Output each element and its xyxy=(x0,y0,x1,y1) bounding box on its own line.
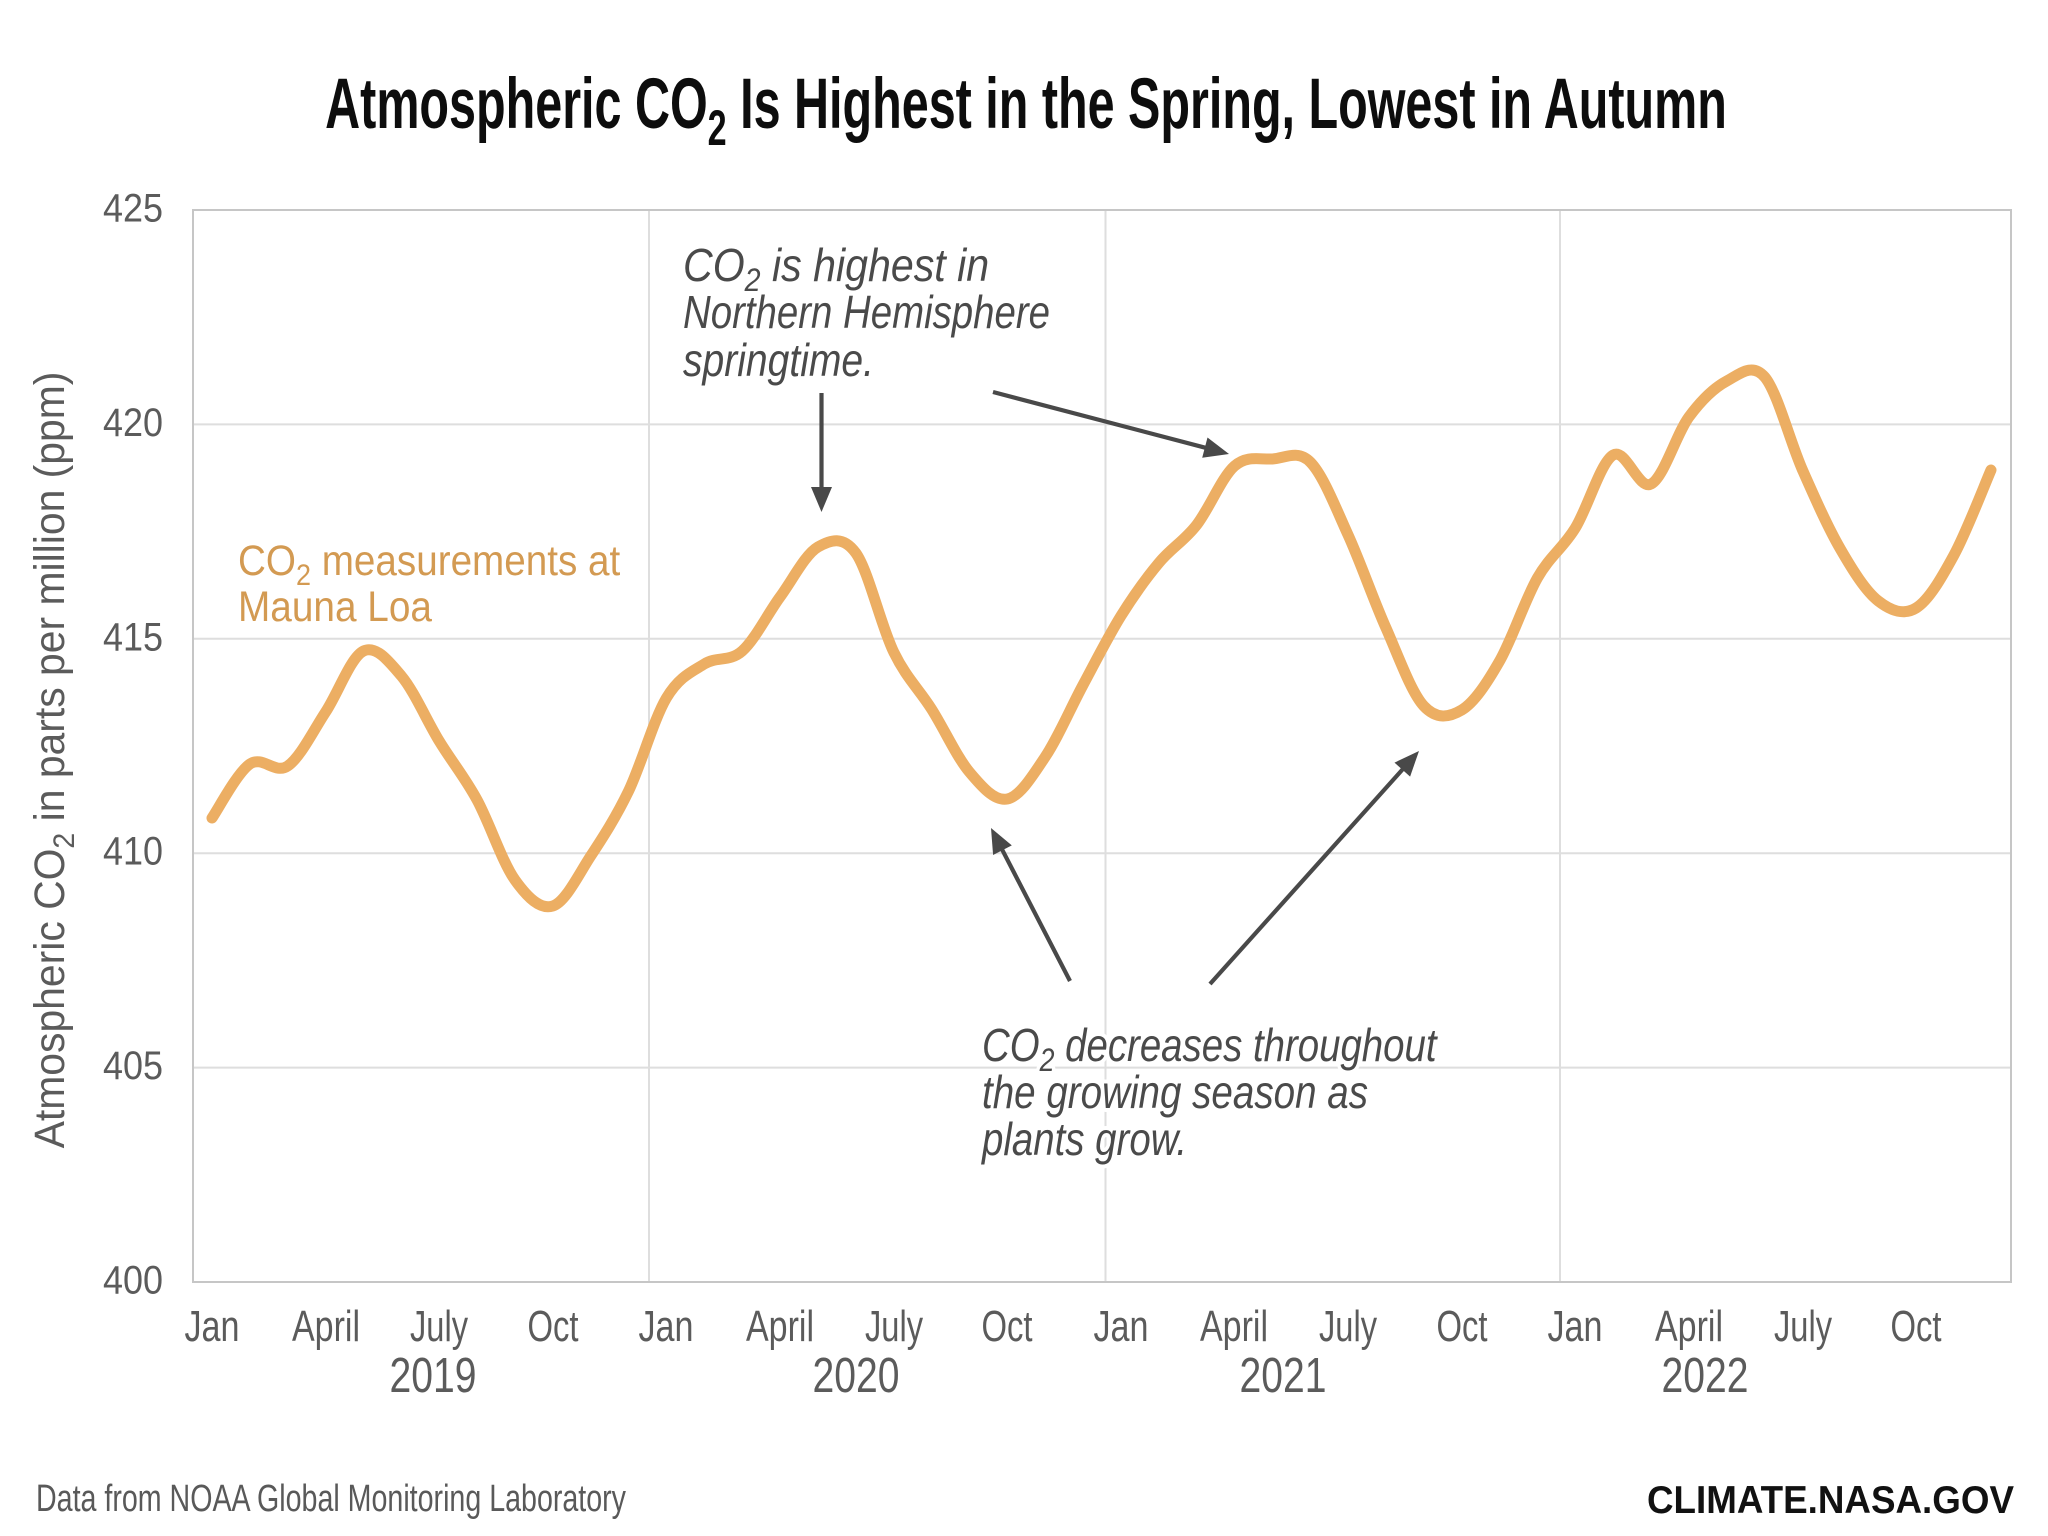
svg-text:April: April xyxy=(746,1302,814,1351)
svg-text:420: 420 xyxy=(103,401,163,445)
svg-text:Jan: Jan xyxy=(1094,1302,1149,1351)
svg-text:425: 425 xyxy=(103,187,163,231)
svg-text:Oct: Oct xyxy=(1437,1302,1488,1351)
svg-text:springtime.: springtime. xyxy=(683,334,874,386)
svg-text:July: July xyxy=(1774,1302,1832,1351)
svg-text:Jan: Jan xyxy=(639,1302,694,1351)
svg-text:Jan: Jan xyxy=(185,1302,240,1351)
svg-text:2022: 2022 xyxy=(1662,1349,1749,1403)
svg-text:400: 400 xyxy=(103,1259,163,1303)
svg-text:July: July xyxy=(865,1302,923,1351)
svg-text:CO2 is highest in: CO2 is highest in xyxy=(683,241,989,298)
svg-text:CO2 measurements at: CO2 measurements at xyxy=(238,536,621,592)
svg-text:July: July xyxy=(410,1302,468,1351)
svg-text:the growing season as: the growing season as xyxy=(982,1066,1368,1118)
svg-text:Atmospheric CO2 Is Highest in: Atmospheric CO2 Is Highest in the Spring… xyxy=(325,64,1727,157)
svg-text:Northern Hemisphere: Northern Hemisphere xyxy=(683,286,1050,338)
svg-text:CLIMATE.NASA.GOV: CLIMATE.NASA.GOV xyxy=(1647,1479,2014,1522)
svg-text:April: April xyxy=(1655,1302,1723,1351)
svg-text:Oct: Oct xyxy=(982,1302,1033,1351)
svg-text:Oct: Oct xyxy=(528,1302,579,1351)
svg-text:2019: 2019 xyxy=(390,1349,477,1403)
svg-text:Data from NOAA Global Monitori: Data from NOAA Global Monitoring Laborat… xyxy=(36,1478,626,1520)
svg-text:405: 405 xyxy=(103,1044,163,1088)
svg-text:415: 415 xyxy=(103,615,163,659)
svg-text:Mauna Loa: Mauna Loa xyxy=(238,583,432,631)
svg-text:2021: 2021 xyxy=(1240,1349,1327,1403)
svg-text:Jan: Jan xyxy=(1548,1302,1603,1351)
svg-text:plants grow.: plants grow. xyxy=(980,1113,1187,1165)
svg-text:410: 410 xyxy=(103,830,163,874)
svg-text:2020: 2020 xyxy=(813,1349,900,1403)
svg-text:Oct: Oct xyxy=(1891,1302,1942,1351)
svg-text:July: July xyxy=(1319,1302,1377,1351)
svg-text:Atmospheric CO2 in parts per m: Atmospheric CO2 in parts per million (pp… xyxy=(25,372,81,1149)
svg-text:April: April xyxy=(1200,1302,1268,1351)
svg-text:April: April xyxy=(292,1302,360,1351)
